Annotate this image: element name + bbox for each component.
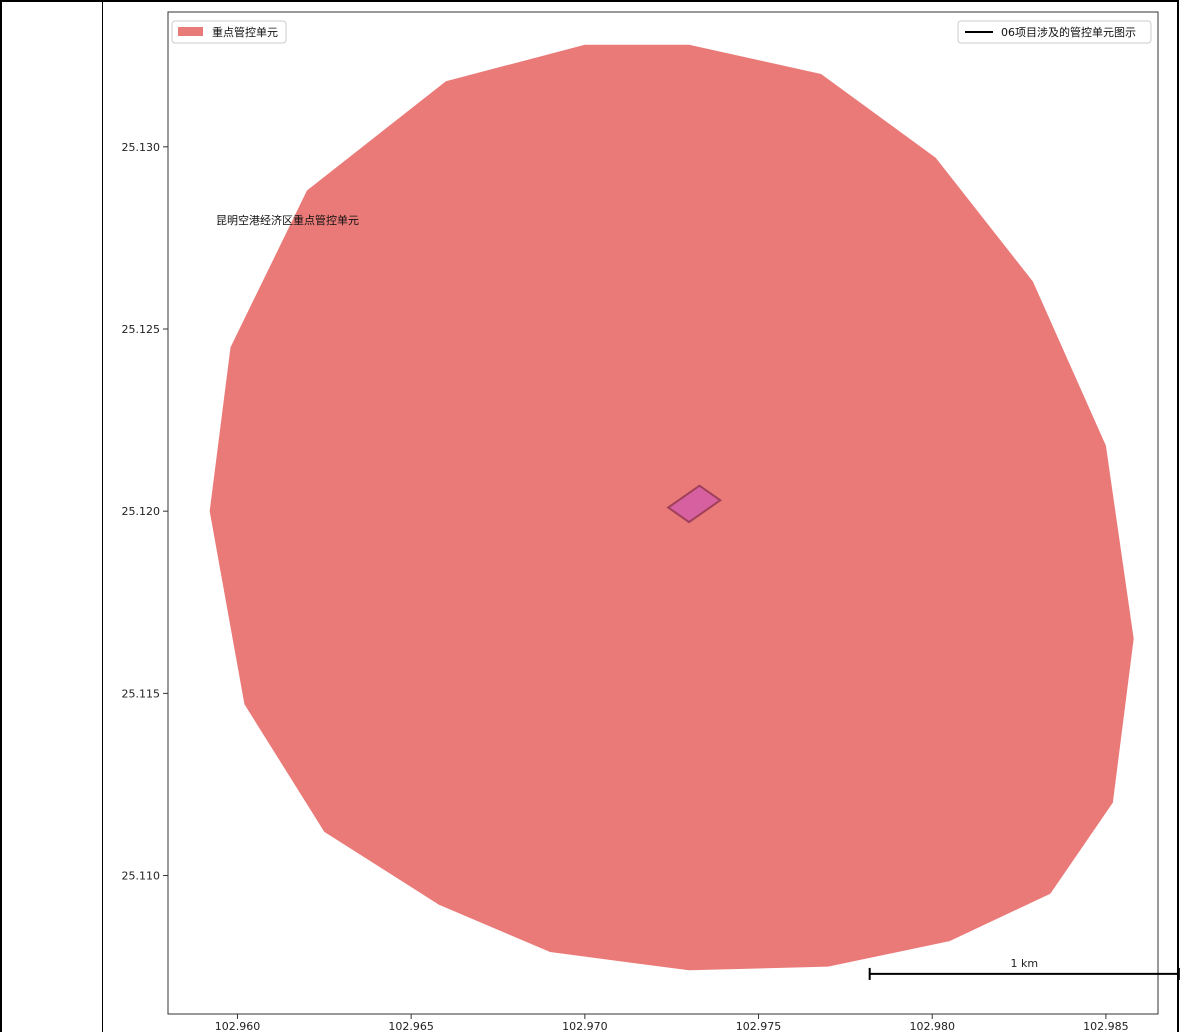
zone-annotation: 昆明空港经济区重点管控单元 [216, 213, 359, 227]
legend-right-box [957, 20, 1152, 44]
x-tick-label: 102.970 [562, 1020, 608, 1032]
scalebar-label: 1 km [1010, 957, 1038, 970]
legend-left-label: 重点管控单元 [212, 25, 278, 39]
legend-left-box [171, 20, 287, 44]
x-tick-label: 102.985 [1083, 1020, 1129, 1032]
x-tick-label: 102.980 [909, 1020, 955, 1032]
y-tick-label: 25.110 [122, 870, 161, 883]
project-area-polygon [666, 484, 723, 524]
x-tick-label: 102.960 [215, 1020, 261, 1032]
legend-right-label: 06项目涉及的管控单元图示 [1001, 25, 1136, 39]
legend-left-swatch [178, 27, 203, 36]
y-tick-label: 25.120 [122, 505, 161, 518]
x-tick-label: 102.965 [388, 1020, 434, 1032]
x-tick-label: 102.975 [736, 1020, 782, 1032]
left-divider [102, 0, 103, 1032]
y-tick-label: 25.115 [122, 687, 161, 700]
y-tick-label: 25.125 [122, 323, 161, 336]
y-tick-label: 25.130 [122, 141, 161, 154]
